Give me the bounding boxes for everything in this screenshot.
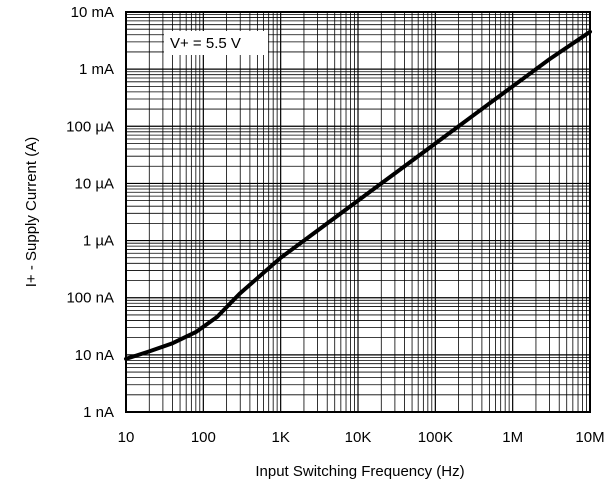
annotation-box xyxy=(164,31,268,55)
x-tick-label: 10K xyxy=(345,429,372,446)
x-tick-label: 1K xyxy=(271,429,289,446)
y-tick-label: 1 µA xyxy=(83,233,114,250)
x-tick-label: 100K xyxy=(418,429,453,446)
series-line-1 xyxy=(124,29,592,361)
annotation-layer: V+ = 5.5 V xyxy=(164,31,268,55)
y-tick-labels: 1 nA 10 nA 100 nA 1 µA 10 µA 100 µA 1 mA 10 mA xyxy=(66,4,114,421)
x-tick-label: 1M xyxy=(502,429,523,446)
x-tick-label: 10M xyxy=(575,429,604,446)
y-tick-label: 1 mA xyxy=(79,61,114,78)
y-axis-title: I+ - Supply Current (A) xyxy=(23,137,40,287)
annotation-label: V+ = 5.5 V xyxy=(170,35,241,52)
x-tick-labels: 10 100 1K 10K 100K 1M 10M xyxy=(118,429,605,446)
series-layer xyxy=(124,29,592,361)
y-tick-label: 10 µA xyxy=(75,175,115,192)
y-tick-label: 100 nA xyxy=(66,290,114,307)
y-tick-label: 10 mA xyxy=(71,4,114,21)
x-axis-title: Input Switching Frequency (Hz) xyxy=(255,463,464,480)
plot-frame xyxy=(125,11,591,413)
x-tick-label: 100 xyxy=(191,429,216,446)
y-tick-label: 10 nA xyxy=(75,347,114,364)
y-tick-label: 1 nA xyxy=(83,404,114,421)
y-tick-label: 100 µA xyxy=(66,118,114,135)
x-tick-label: 10 xyxy=(118,429,135,446)
